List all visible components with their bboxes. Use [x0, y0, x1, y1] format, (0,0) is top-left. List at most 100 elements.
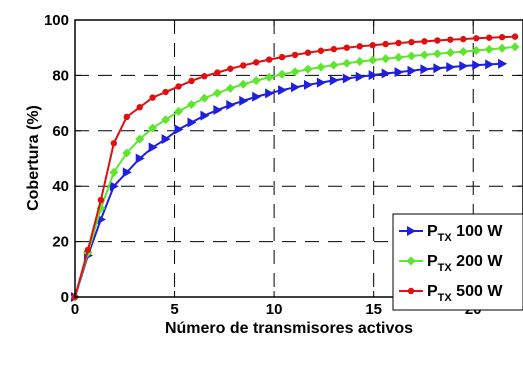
data-point: [368, 55, 378, 65]
data-point: [303, 64, 313, 74]
legend-label-main: P: [427, 253, 438, 270]
data-point: [200, 110, 210, 121]
legend-label-main: P: [427, 283, 438, 300]
data-point: [356, 43, 363, 50]
data-point: [97, 196, 105, 204]
data-point: [497, 43, 507, 53]
data-point: [446, 62, 456, 73]
data-point: [264, 72, 274, 82]
data-point: [213, 105, 223, 116]
data-point: [226, 100, 236, 111]
y-tick-label: 60: [52, 123, 69, 140]
legend-label: PTX 200 W: [427, 253, 503, 274]
data-point: [408, 38, 415, 46]
data-point: [342, 73, 352, 84]
data-point: [433, 63, 443, 74]
data-point: [187, 117, 197, 128]
data-point: [135, 134, 145, 144]
data-point: [265, 56, 273, 63]
series-line: [74, 62, 503, 298]
data-point: [316, 62, 326, 72]
data-point: [406, 51, 416, 61]
data-point: [303, 79, 313, 90]
data-point: [123, 113, 130, 121]
x-tick-label: 0: [71, 301, 79, 318]
data-point: [84, 246, 92, 254]
data-point: [214, 69, 221, 76]
data-point: [407, 65, 417, 76]
data-point: [394, 67, 404, 78]
data-point: [239, 95, 249, 106]
data-point: [434, 37, 441, 44]
data-point: [419, 50, 429, 60]
data-point: [122, 148, 132, 158]
data-point: [110, 140, 118, 147]
data-point: [252, 91, 262, 102]
legend-label-suffix: 100 W: [452, 223, 504, 240]
data-point: [304, 49, 312, 56]
data-point: [484, 44, 494, 54]
data-point: [510, 42, 520, 52]
x-tick-label: 5: [170, 301, 178, 318]
data-point: [291, 51, 299, 59]
data-point: [148, 123, 158, 133]
data-point: [278, 85, 288, 96]
axis-ticks: 02040608010005101520: [44, 12, 523, 318]
data-point: [406, 256, 416, 266]
data-point: [329, 75, 339, 86]
data-point: [109, 181, 119, 192]
data-point: [407, 226, 416, 236]
y-axis-label: Cobertura (%): [25, 105, 42, 211]
data-point: [355, 71, 365, 82]
data-point: [136, 104, 143, 111]
data-point: [407, 287, 415, 295]
data-point: [227, 65, 234, 72]
data-point: [238, 79, 248, 89]
data-point: [175, 83, 182, 90]
data-point: [161, 134, 171, 145]
series-group: [70, 33, 520, 302]
legend-label-subscript: TX: [438, 292, 453, 304]
data-point: [329, 60, 339, 70]
data-point: [225, 83, 235, 93]
data-point: [498, 33, 506, 41]
data-point: [485, 59, 495, 70]
data-point: [148, 142, 158, 153]
y-tick-label: 100: [44, 12, 69, 29]
x-tick-label: 10: [266, 301, 283, 318]
data-point: [149, 94, 156, 101]
data-point: [161, 115, 171, 125]
legend-label-suffix: 500 W: [452, 283, 504, 300]
data-point: [471, 45, 481, 55]
data-point: [498, 58, 508, 69]
legend-label-main: P: [427, 223, 438, 240]
data-point: [199, 93, 209, 103]
x-tick-label: 15: [365, 301, 382, 318]
data-point: [368, 70, 378, 81]
data-point: [188, 77, 195, 85]
data-point: [458, 47, 468, 57]
data-point: [278, 53, 286, 61]
series-1: [71, 58, 508, 302]
data-point: [212, 88, 222, 98]
data-point: [135, 153, 145, 164]
data-point: [459, 60, 469, 71]
legend-label: PTX 100 W: [427, 223, 503, 244]
data-point: [240, 62, 247, 69]
data-point: [330, 45, 338, 53]
data-point: [369, 42, 376, 49]
legend-label-subscript: TX: [438, 232, 453, 244]
legend-label-subscript: TX: [438, 262, 453, 274]
data-point: [420, 64, 430, 75]
data-point: [355, 57, 365, 67]
data-point: [265, 88, 275, 99]
grid-lines: [75, 20, 523, 297]
legend-label: PTX 500 W: [427, 283, 503, 304]
data-point: [291, 82, 301, 93]
data-point: [174, 124, 184, 135]
series-3: [71, 33, 519, 301]
y-tick-label: 80: [52, 67, 69, 84]
data-point: [252, 59, 260, 66]
